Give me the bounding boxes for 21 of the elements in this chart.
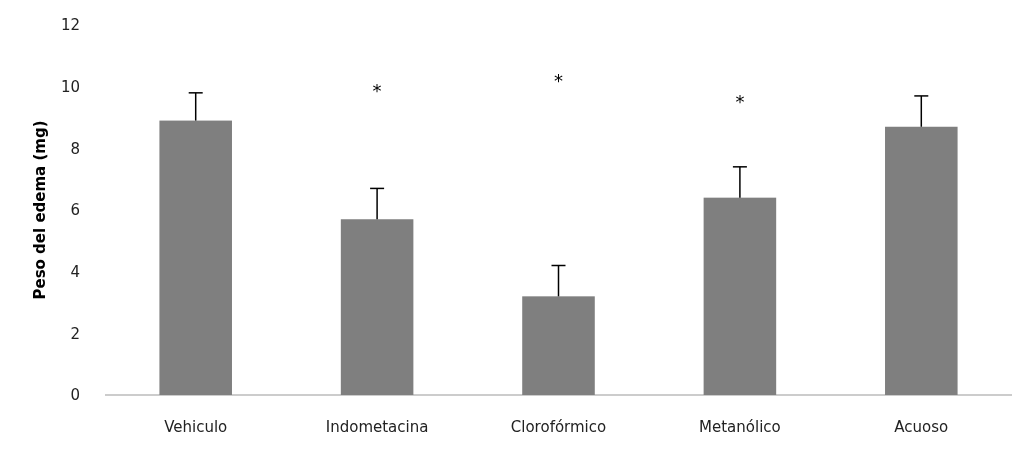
bar xyxy=(159,120,232,395)
y-tick-label: 2 xyxy=(70,324,80,343)
y-tick-label: 4 xyxy=(70,262,80,281)
y-tick-label: 12 xyxy=(60,16,80,35)
annotation: * xyxy=(554,69,563,91)
y-tick-label: 10 xyxy=(60,77,80,96)
bar xyxy=(885,126,958,395)
y-tick-label: 6 xyxy=(70,201,80,220)
x-tick-label: Indometacina xyxy=(325,418,429,436)
x-tick-label: Metanólico xyxy=(699,418,781,436)
y-axis-title: Peso del edema (mg) xyxy=(31,120,49,300)
y-tick-label: 0 xyxy=(70,386,80,405)
bar xyxy=(340,219,414,395)
bar xyxy=(522,296,595,395)
annotation: * xyxy=(372,79,382,101)
bar xyxy=(703,197,777,395)
x-tick-label: Clorofórmico xyxy=(510,418,607,436)
x-tick-label: Vehiculo xyxy=(164,418,228,436)
x-tick-label: Acuoso xyxy=(894,418,949,436)
annotation: * xyxy=(735,90,745,112)
y-tick-label: 8 xyxy=(70,139,80,158)
